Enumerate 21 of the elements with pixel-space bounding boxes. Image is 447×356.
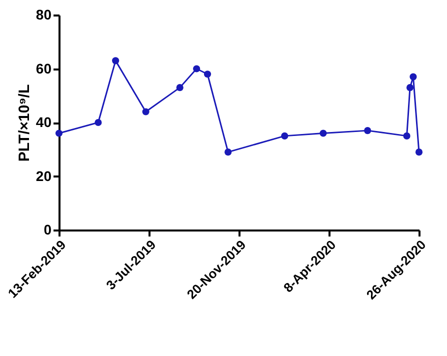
point: [281, 132, 288, 140]
point: [224, 148, 232, 156]
point: [176, 84, 184, 92]
point: [403, 132, 410, 140]
point: [415, 148, 423, 156]
point: [94, 118, 102, 126]
y-tick-label: 80: [36, 6, 52, 22]
point: [406, 84, 414, 92]
y-tick-label: 40: [36, 114, 52, 130]
point: [320, 130, 327, 137]
y-tick-label: 60: [36, 60, 52, 76]
point: [204, 70, 212, 78]
point: [364, 127, 372, 134]
point: [410, 73, 417, 80]
point: [193, 65, 200, 72]
point: [142, 108, 150, 116]
y-tick-label: 0: [44, 222, 52, 238]
point: [55, 130, 63, 137]
point: [112, 57, 120, 64]
y-tick-label: 20: [36, 168, 52, 184]
y-axis-title: PLT/×10⁹/L: [16, 84, 33, 162]
